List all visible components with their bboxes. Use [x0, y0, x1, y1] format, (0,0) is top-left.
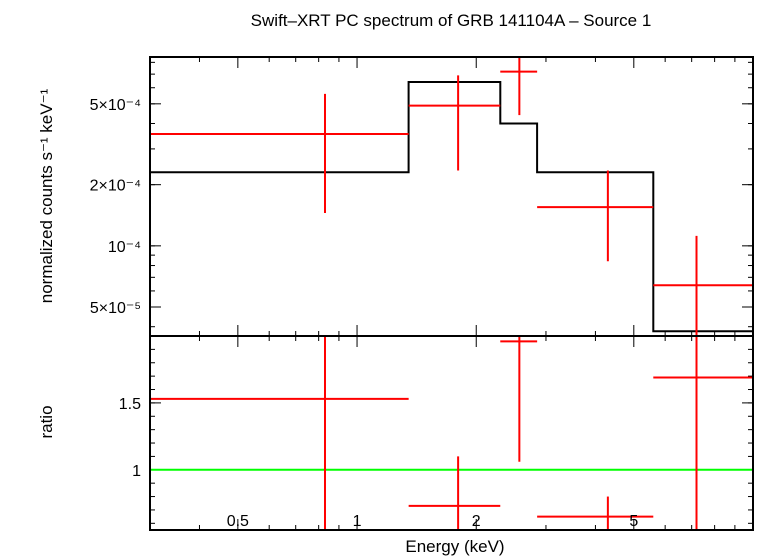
y-tick-label: 2×10⁻⁴ — [90, 178, 141, 195]
y-tick-label: 1.5 — [119, 396, 141, 413]
bottom-panel-y-axis-label: ratio — [37, 405, 56, 438]
y-tick-label: 10⁻⁴ — [108, 239, 141, 256]
x-tick-label: 0.5 — [227, 513, 249, 530]
top-panel-y-axis-label: normalized counts s⁻¹ keV⁻¹ — [37, 88, 56, 303]
x-tick-label: 2 — [472, 513, 481, 530]
x-tick-label: 1 — [353, 513, 362, 530]
chart-title: Swift–XRT PC spectrum of GRB 141104A – S… — [251, 11, 652, 30]
y-tick-label: 5×10⁻⁵ — [90, 300, 141, 317]
bottom-panel-frame — [149, 335, 754, 531]
model-step-line — [150, 81, 753, 333]
y-tick-label: 1 — [132, 463, 141, 480]
x-axis-label: Energy (keV) — [405, 537, 504, 556]
x-tick-label: 5 — [629, 513, 638, 530]
y-tick-label: 5×10⁻⁴ — [90, 97, 141, 114]
top-panel-frame — [149, 56, 754, 337]
